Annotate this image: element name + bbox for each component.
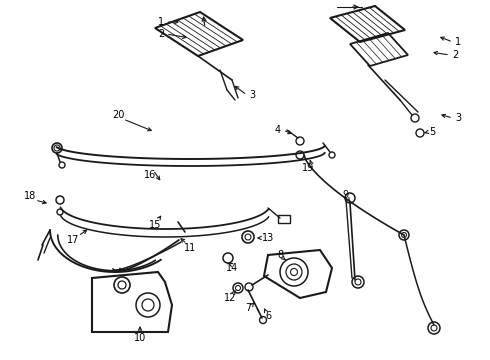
- Text: 17: 17: [67, 235, 79, 245]
- Text: 7: 7: [245, 303, 251, 313]
- Text: 4: 4: [275, 125, 281, 135]
- Text: 13: 13: [262, 233, 274, 243]
- Text: 2: 2: [452, 50, 458, 60]
- Text: 2: 2: [158, 29, 164, 39]
- Text: 16: 16: [144, 170, 156, 180]
- Text: 5: 5: [429, 127, 435, 137]
- Text: 12: 12: [224, 293, 236, 303]
- Text: 11: 11: [184, 243, 196, 253]
- Text: 14: 14: [226, 263, 238, 273]
- Text: 9: 9: [342, 190, 348, 200]
- Text: 3: 3: [455, 113, 461, 123]
- Text: 3: 3: [249, 90, 255, 100]
- Text: 20: 20: [112, 110, 124, 120]
- Text: 10: 10: [134, 333, 146, 343]
- Text: 18: 18: [24, 191, 36, 201]
- Text: 6: 6: [265, 311, 271, 321]
- Text: 19: 19: [302, 163, 314, 173]
- Text: 1: 1: [455, 37, 461, 47]
- Text: 8: 8: [277, 250, 283, 260]
- Text: 15: 15: [149, 220, 161, 230]
- Text: 1: 1: [158, 17, 164, 27]
